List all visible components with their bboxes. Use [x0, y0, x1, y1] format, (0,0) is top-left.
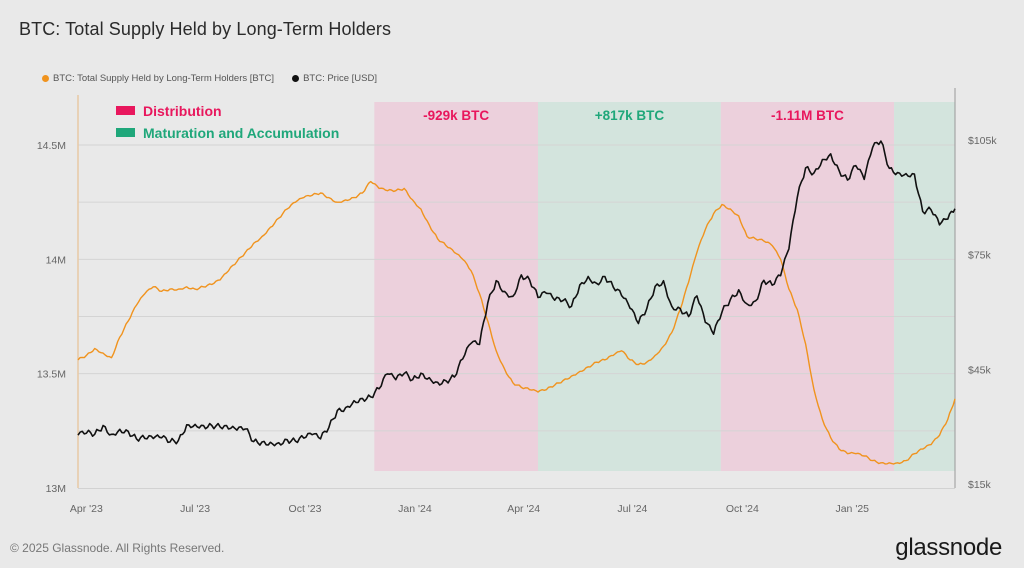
price-line [77, 140, 956, 447]
x-tick-label: Oct '24 [726, 503, 759, 515]
x-tick-label: Jan '24 [398, 503, 432, 515]
y-left-tick-label: 14M [46, 254, 66, 266]
key-swatch-distribution [116, 106, 135, 115]
grid-layer [78, 144, 955, 432]
legend-label-price: BTC: Price [USD] [303, 73, 377, 84]
glassnode-logo: glassnode [895, 534, 1002, 561]
x-tick-label: Jul '23 [180, 503, 210, 515]
x-tick-label: Apr '24 [507, 503, 540, 515]
legend-label-supply: BTC: Total Supply Held by Long-Term Hold… [53, 73, 275, 84]
y-left-tick-label: 13M [46, 483, 66, 495]
band-labels-layer: -929k BTC +817k BTC -1.11M BTC [423, 108, 844, 123]
y-left-tick-label: 13.5M [37, 369, 66, 381]
band-distribution [720, 102, 895, 471]
y-left-tick-label: 14.5M [37, 140, 66, 152]
y-right-tick-label: $75k [968, 250, 992, 262]
x-tick-label: Oct '23 [289, 503, 322, 515]
band-key: Distribution Maturation and Accumulation [116, 103, 339, 141]
band-accumulation [538, 102, 721, 471]
y-right-tick-label: $15k [968, 479, 992, 491]
y-right-tick-label: $105k [968, 135, 997, 147]
ticks-layer: 13M 13.5M 14M 14.5M $15k $45k $75k $105k Apr '23… [37, 135, 998, 515]
legend-dot-supply [42, 75, 49, 82]
copyright-footer: © 2025 Glassnode. All Rights Reserved. [10, 541, 225, 555]
legend-item-supply[interactable]: BTC: Total Supply Held by Long-Term Hold… [42, 73, 274, 84]
supply-line [77, 180, 956, 465]
y-right-tick-label: $45k [968, 364, 992, 376]
band-distribution [374, 102, 539, 471]
legend-dot-price [292, 75, 300, 82]
chart-title: BTC: Total Supply Held by Long-Term Hold… [19, 19, 392, 39]
band-label: +817k BTC [595, 108, 665, 123]
x-tick-label: Jan '25 [835, 503, 869, 515]
series-legend: BTC: Total Supply Held by Long-Term Hold… [42, 73, 377, 84]
key-swatch-accumulation [116, 128, 135, 137]
series-layer [77, 140, 956, 465]
bands-layer [374, 102, 955, 471]
x-tick-label: Apr '23 [70, 503, 103, 515]
band-label: -929k BTC [423, 108, 489, 123]
legend-item-price[interactable]: BTC: Price [USD] [292, 73, 377, 84]
key-label-distribution: Distribution [143, 103, 222, 119]
band-label: -1.11M BTC [771, 108, 844, 123]
band-accumulation [894, 102, 955, 471]
key-label-accumulation: Maturation and Accumulation [143, 125, 339, 141]
x-tick-label: Jul '24 [617, 503, 647, 515]
